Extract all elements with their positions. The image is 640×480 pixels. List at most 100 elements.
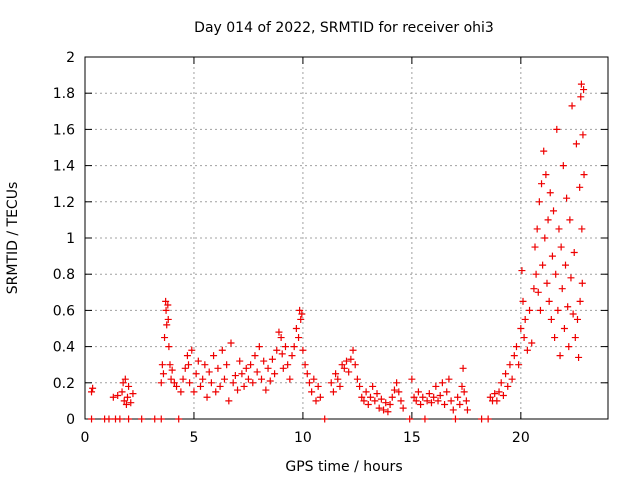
data-point [551,334,559,342]
data-point [266,377,274,385]
data-point [158,361,166,369]
data-point [542,171,550,179]
data-point [244,375,252,383]
data-point [88,388,96,396]
data-point [512,343,520,351]
data-point [251,352,259,360]
data-point [220,375,228,383]
data-point [523,346,531,354]
data-point [534,288,542,296]
data-point [242,364,250,372]
data-point [510,352,518,360]
x-tick-label: 10 [294,430,312,446]
data-point [580,86,588,94]
data-point [292,325,300,332]
data-point [258,375,266,383]
data-point [116,415,124,423]
data-point [517,325,525,332]
data-point [314,382,322,390]
data-point [275,328,283,336]
data-point [569,310,577,318]
chart-title: Day 014 of 2022, SRMTID for receiver ohi… [194,20,494,36]
data-point [157,379,165,387]
data-point [478,415,486,423]
data-point [553,125,561,133]
data-point [423,397,431,405]
data-point [445,375,453,383]
data-point [502,370,510,378]
data-point [580,171,588,179]
data-point [360,397,368,405]
data-point [225,397,233,405]
data-point [175,415,183,423]
data-point [560,325,568,332]
data-point [327,379,335,387]
data-point [462,397,470,405]
data-point [393,379,401,387]
data-point [566,216,574,224]
data-point [550,207,558,215]
x-tick-label: 0 [81,430,90,446]
data-point [558,285,566,293]
data-point [240,382,248,390]
data-point [540,147,548,155]
y-tick-label: 1.4 [53,159,75,175]
data-point [436,391,444,399]
data-point [161,334,169,342]
data-point [459,364,467,372]
data-point [530,285,538,293]
data-point [196,382,204,390]
data-point [571,334,579,342]
data-point [177,388,185,396]
data-point [286,375,294,383]
data-point [567,274,575,282]
data-point [532,270,540,278]
data-point [234,386,242,394]
data-point [563,194,571,202]
data-point [565,343,573,351]
data-point [406,415,414,423]
data-point [412,397,420,405]
data-point [186,379,194,387]
data-point [384,408,392,416]
data-point [173,382,181,390]
data-point [288,352,296,360]
data-point [557,243,565,251]
data-point [395,388,403,396]
data-point [519,297,527,305]
data-point [310,375,318,383]
data-point [336,382,344,390]
y-tick-label: 1.6 [53,122,75,138]
data-point [556,352,564,360]
data-point [123,393,131,401]
data-point [371,397,379,405]
data-point [568,102,576,110]
data-point [120,397,128,405]
data-point [109,393,117,401]
data-point [576,183,584,191]
data-point [454,393,462,401]
data-point [89,384,97,392]
data-point [521,315,529,323]
data-point [125,415,133,423]
data-point [504,382,512,390]
data-point [353,375,361,383]
data-point [543,279,551,287]
data-point [284,361,292,369]
data-point [417,401,425,409]
data-point [268,355,276,363]
data-point [520,334,528,342]
data-point [264,364,272,372]
data-point [441,401,449,409]
data-point [562,261,570,269]
data-point [541,234,549,242]
axis-ticks: 00.20.40.60.811.21.41.61.820 5 10 15 20 [53,50,608,446]
data-point [554,306,562,314]
data-point [308,388,316,396]
data-point [163,321,171,329]
data-point [164,301,172,309]
grid [85,57,608,419]
data-point [410,393,418,401]
data-point [194,357,202,365]
y-tick-label: 0.2 [53,376,75,392]
